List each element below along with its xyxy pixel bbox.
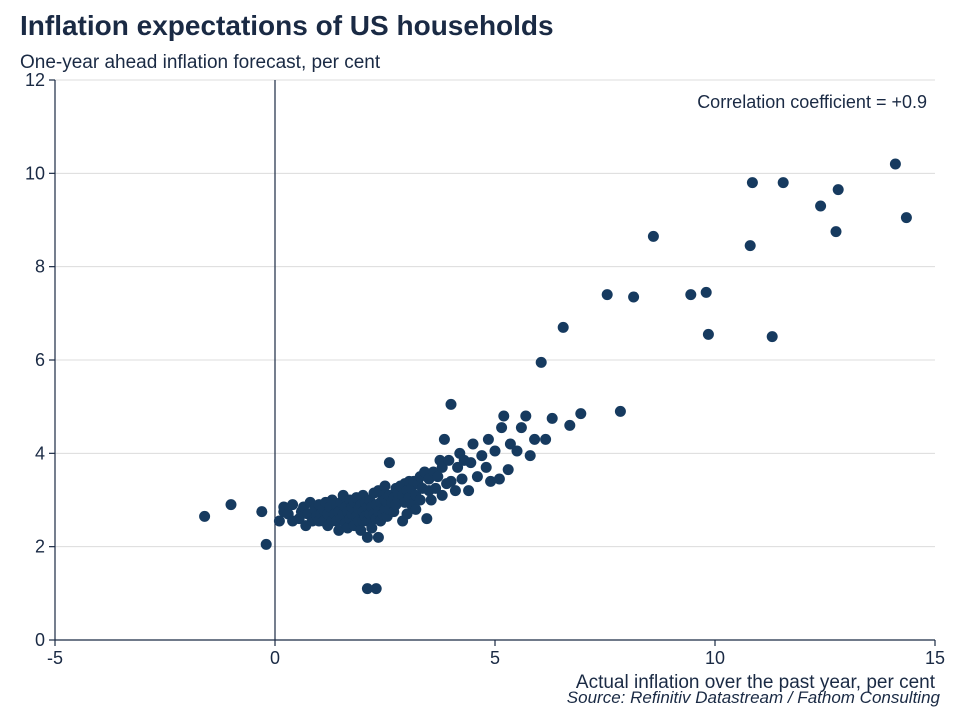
scatter-plot: 024681012-5051015Actual inflation over t… [0,0,960,720]
svg-text:15: 15 [925,648,945,668]
svg-text:8: 8 [35,257,45,277]
svg-text:4: 4 [35,443,45,463]
svg-text:10: 10 [25,163,45,183]
chart-source: Source: Refinitiv Datastream / Fathom Co… [567,688,940,708]
svg-text:6: 6 [35,350,45,370]
svg-text:0: 0 [270,648,280,668]
svg-text:5: 5 [490,648,500,668]
svg-text:0: 0 [35,630,45,650]
svg-text:Correlation coefficient = +0.9: Correlation coefficient = +0.9 [697,92,927,112]
svg-text:-5: -5 [47,648,63,668]
svg-text:12: 12 [25,70,45,90]
svg-text:2: 2 [35,537,45,557]
svg-text:10: 10 [705,648,725,668]
chart-container: Inflation expectations of US households … [0,0,960,720]
